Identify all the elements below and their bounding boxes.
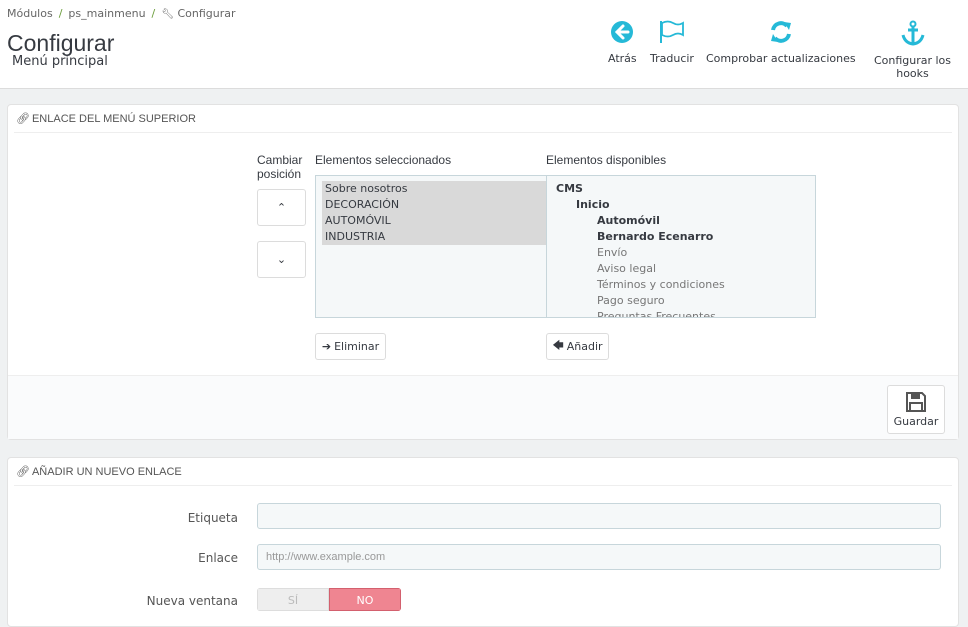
new-window-toggle[interactable]: SÍ NO [257,588,401,611]
menu-links-panel: 🔗︎ ENLACE DEL MENÚ SUPERIOR Cambiar posic… [7,104,959,440]
chevron-up-icon: ⌃ [276,201,287,214]
breadcrumb-module[interactable]: ps_mainmenu [68,7,146,20]
translate-button[interactable]: Traducir [650,20,694,65]
selected-item[interactable]: AUTOMÓVIL [322,213,546,229]
selected-items-label: Elementos seleccionados [315,153,452,167]
arrow-left-icon: 🡄 [552,339,564,352]
available-item[interactable]: Envío [597,246,628,259]
remove-button[interactable]: ➔ Eliminar [315,333,386,360]
available-item[interactable]: Bernardo Ecenarro [597,230,714,243]
available-item[interactable]: CMS [556,182,583,195]
label-input[interactable] [257,503,941,529]
link-icon: 🔗︎ [16,466,30,478]
chevron-down-icon: ⌄ [276,253,287,266]
new-link-panel: 🔗︎ AÑADIR UN NUEVO ENLACE Etiqueta Enlace… [7,457,959,627]
refresh-icon [770,21,791,43]
panel-heading: 🔗︎ ENLACE DEL MENÚ SUPERIOR [14,105,952,133]
label-field-label: Etiqueta [187,511,238,525]
arrow-right-icon: ➔ [321,340,332,353]
available-item[interactable]: Preguntas Frecuentes [597,310,716,318]
selected-item[interactable]: INDUSTRIA [322,229,546,245]
save-button[interactable]: Guardar [887,385,945,434]
toggle-yes[interactable]: SÍ [257,588,329,611]
available-items-list[interactable]: CMS Inicio Automóvil Bernardo Ecenarro Envío… [546,175,816,318]
page-title: Configurar [7,30,115,56]
new-window-label: Nueva ventana [146,594,238,608]
breadcrumb-modules[interactable]: Módulos [7,7,53,20]
link-icon: 🔗︎ [16,113,30,125]
breadcrumb: Módulos / ps_mainmenu / 🔧︎ Configurar [7,7,236,20]
add-button[interactable]: 🡄 Añadir [546,333,609,360]
anchor-icon [901,20,924,46]
panel-heading: 🔗︎ AÑADIR UN NUEVO ENLACE [14,458,952,486]
flag-icon [659,20,684,43]
available-item[interactable]: Automóvil [597,214,660,227]
configure-hooks-button[interactable]: Configurar los hooks [857,20,968,80]
selected-items-list[interactable]: Sobre nosotros DECORACIÓN AUTOMÓVIL INDUSTR… [315,175,547,318]
breadcrumb-current: Configurar [177,7,236,20]
toggle-no[interactable]: NO [329,588,401,611]
available-items-label: Elementos disponibles [546,153,667,167]
save-icon [906,392,926,412]
panel-footer: Guardar [8,375,958,439]
arrow-circle-left-icon [611,21,634,43]
page-subtitle: Menú principal [12,54,108,69]
check-updates-button[interactable]: Comprobar actualizaciones [706,20,856,65]
move-down-button[interactable]: ⌄ [257,241,306,278]
selected-item[interactable]: Sobre nosotros [322,181,546,197]
page-header: Módulos / ps_mainmenu / 🔧︎ Configurar Config… [0,0,968,89]
change-position-label: Cambiar posición [257,153,303,181]
move-up-button[interactable]: ⌃ [257,189,306,226]
back-button[interactable]: Atrás [608,20,637,65]
available-item[interactable]: Términos y condiciones [597,278,725,291]
available-item[interactable]: Pago seguro [597,294,665,307]
link-input[interactable]: http://www.example.com [257,544,941,570]
wrench-icon: 🔧︎ [161,9,174,20]
selected-item[interactable]: DECORACIÓN [322,197,546,213]
available-item[interactable]: Inicio [576,198,610,211]
link-field-label: Enlace [198,551,238,565]
available-item[interactable]: Aviso legal [597,262,657,275]
